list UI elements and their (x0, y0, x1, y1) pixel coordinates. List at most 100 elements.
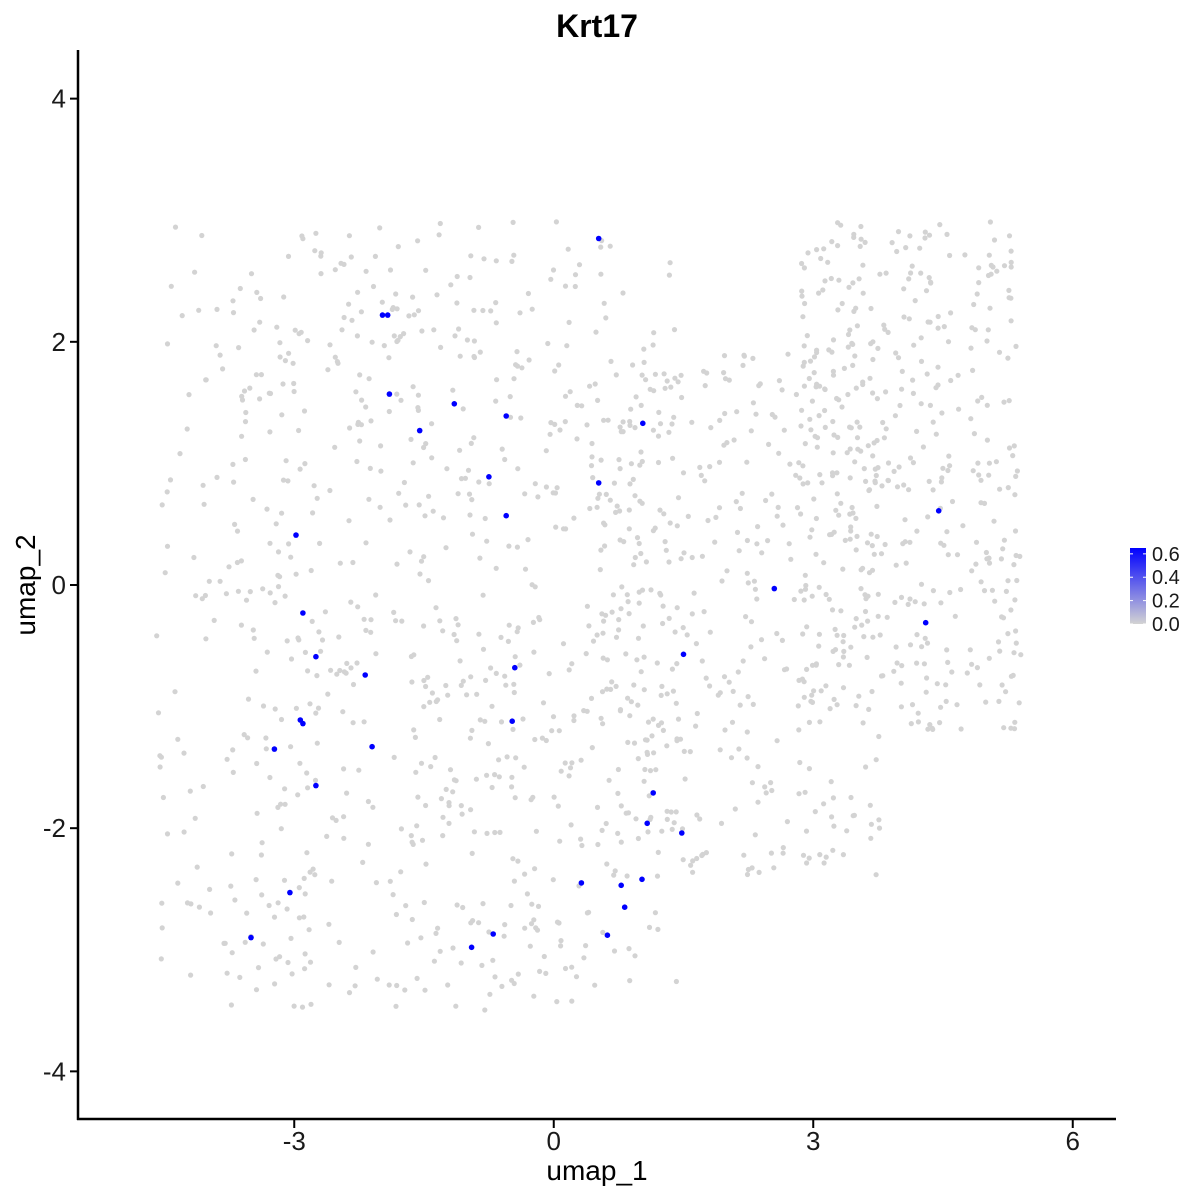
cell-point (255, 965, 262, 971)
cell-point (945, 552, 951, 558)
cell-point (502, 456, 508, 463)
x-tick-label: 6 (1066, 1126, 1080, 1156)
cell-point (944, 647, 950, 653)
cell-point (332, 267, 338, 273)
cell-point (243, 597, 250, 603)
cell-point (615, 766, 622, 773)
cell-point (847, 475, 853, 481)
cell-point (819, 480, 825, 486)
cell-point (386, 355, 392, 361)
cell-point (162, 570, 168, 576)
cell-point (642, 737, 649, 743)
cell-point (340, 709, 346, 715)
cell-point (672, 629, 678, 635)
cell-point (873, 872, 879, 878)
cell-point (477, 717, 483, 723)
cell-point (377, 504, 383, 510)
cell-point (511, 689, 517, 696)
cell-point (230, 310, 237, 316)
cell-point (314, 673, 320, 679)
cell-point (947, 252, 953, 259)
cell-point (636, 600, 642, 606)
cell-point (774, 513, 780, 519)
cell-point (894, 484, 901, 490)
cell-point (947, 589, 953, 596)
cell-point (639, 458, 645, 465)
cell-point (423, 861, 429, 867)
cell-point (860, 565, 866, 571)
cell-point (930, 419, 936, 425)
cell-point (354, 333, 360, 339)
cell-point (186, 392, 192, 398)
cell-point (417, 571, 423, 577)
cell-point (694, 812, 700, 818)
cell-point (924, 640, 931, 646)
cell-point (341, 314, 347, 321)
cell-point (533, 828, 540, 834)
cell-point (489, 703, 495, 709)
cell-point (457, 658, 463, 664)
cell-point (618, 803, 624, 809)
cell-point (433, 605, 439, 611)
cell-point (172, 224, 179, 230)
cell-point (881, 322, 887, 328)
cell-point (217, 578, 223, 584)
cell-point (467, 735, 473, 741)
cell-point (293, 571, 299, 577)
cell-point (543, 448, 549, 454)
cell-point (611, 948, 618, 954)
cell-point (391, 754, 397, 761)
cell-point (598, 715, 604, 721)
cell-point (471, 354, 478, 361)
cell-point (768, 850, 775, 856)
cell-point (293, 705, 299, 711)
cell-point (592, 381, 598, 387)
cell-point (632, 953, 638, 959)
cell-point (587, 505, 593, 512)
cell-point (844, 828, 850, 834)
cell-point (154, 633, 160, 639)
cell-point (805, 480, 811, 486)
cell-point (584, 603, 591, 609)
cell-point (394, 561, 400, 567)
cell-point (436, 232, 442, 238)
cell-point (317, 540, 323, 547)
cell-point (923, 288, 930, 294)
cell-point (437, 948, 443, 954)
cell-point (520, 716, 526, 722)
cell-point (897, 402, 903, 409)
cell-point (509, 774, 515, 780)
cell-point (912, 298, 918, 304)
cell-point (874, 533, 880, 540)
cell-point (242, 456, 248, 463)
cell-point (264, 506, 270, 512)
cell-point (834, 702, 840, 708)
cell-point (858, 448, 864, 454)
cell-point (247, 385, 253, 391)
cell-point (547, 431, 553, 437)
cell-point (445, 692, 451, 698)
cell-point (813, 515, 820, 522)
cell-point (779, 387, 785, 393)
cell-point (242, 419, 249, 425)
cell-point (693, 641, 700, 647)
cell-point (688, 862, 694, 868)
cell-point (854, 533, 860, 540)
cell-point (427, 699, 433, 705)
cell-point (1013, 640, 1019, 646)
cell-point (305, 668, 311, 674)
cell-point (883, 270, 889, 276)
cell-point (192, 269, 198, 275)
cell-point (429, 421, 435, 427)
cell-point (549, 728, 555, 734)
cell-point (386, 408, 392, 415)
cell-point (724, 440, 730, 446)
cell-point (480, 646, 487, 652)
cell-point (562, 760, 568, 766)
cell-point (877, 632, 883, 638)
cell-point (881, 435, 888, 441)
cell-point (669, 826, 675, 832)
cell-point (354, 458, 360, 465)
cell-point (613, 372, 619, 378)
cell-point (365, 841, 371, 847)
